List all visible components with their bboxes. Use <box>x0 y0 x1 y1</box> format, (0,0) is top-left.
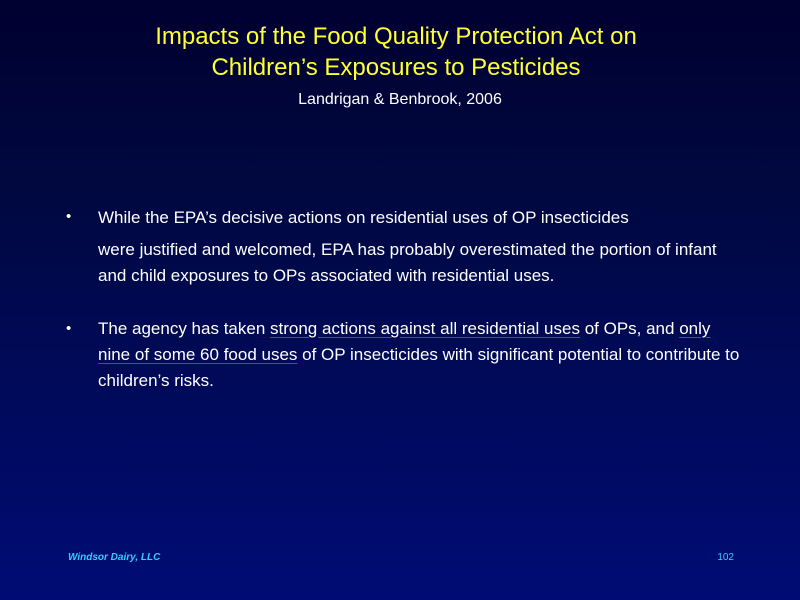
bullet-1-continuation: were justified and welcomed, EPA has pro… <box>98 240 717 285</box>
bullet-2-text-part-3: of OP insecticides with significant pote… <box>98 345 740 390</box>
bullet-list: • While the EPA’s decisive actions on re… <box>66 205 746 394</box>
title-line-1: Impacts of the Food Quality Protection A… <box>155 23 637 50</box>
bullet-2-underlined-phrase-2: only nine of some 60 food uses <box>98 319 711 364</box>
subtitle-text: Landrigan & Benbrook, 2006 <box>298 91 502 108</box>
bullet-item: • While the EPA’s decisive actions on re… <box>66 205 746 289</box>
bullet-2-underlined-phrase-1: strong actions against all residential u… <box>270 319 580 338</box>
title-line-2: Children’s Exposures to Pesticides <box>211 54 581 81</box>
bullet-item: • The agency has taken strong actions ag… <box>66 316 746 394</box>
footer-company: Windsor Dairy, LLC <box>68 552 161 563</box>
bullet-1-first-line: While the EPA’s decisive actions on resi… <box>98 208 629 227</box>
slide-subtitle: Landrigan & Benbrook, 2006 <box>0 90 800 110</box>
bullet-2-text-part-1: The agency has taken <box>98 319 271 338</box>
slide-title: Impacts of the Food Quality Protection A… <box>0 21 800 83</box>
page-number: 102 <box>717 552 734 563</box>
bullet-marker: • <box>66 208 72 225</box>
bullet-2-text-part-2: of OPs, and <box>579 319 680 338</box>
bullet-marker: • <box>66 320 72 337</box>
